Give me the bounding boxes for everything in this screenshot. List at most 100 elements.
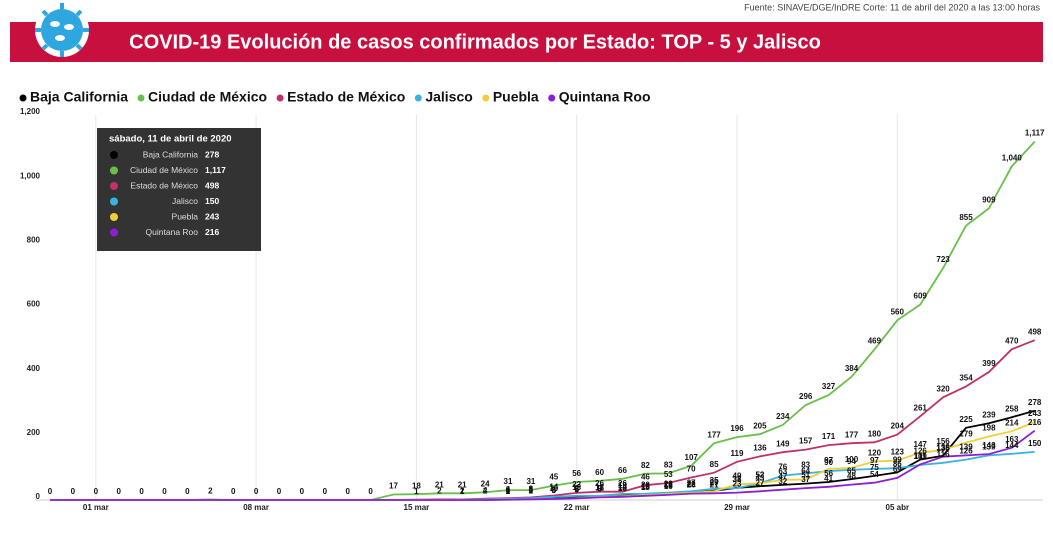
legend-label: Quintana Roo <box>559 89 651 105</box>
data-label: 214 <box>1005 418 1019 427</box>
data-label: 384 <box>845 364 859 373</box>
data-label: 20 <box>641 481 650 490</box>
data-label: 0 <box>162 487 167 496</box>
data-label: 12 <box>618 483 627 492</box>
data-label: 1 <box>414 487 419 496</box>
data-label: 21 <box>458 480 467 489</box>
data-label: 1 <box>460 487 465 496</box>
y-tick-label: 1,000 <box>20 171 41 180</box>
legend-marker <box>137 94 145 102</box>
y-tick-label: 600 <box>27 300 41 309</box>
virus-icon <box>35 3 89 57</box>
data-label: 27 <box>687 478 696 487</box>
data-label: 8 <box>597 485 602 494</box>
tooltip-marker <box>110 228 118 237</box>
series-line <box>50 339 1036 501</box>
data-label: 31 <box>526 477 535 486</box>
data-label: 177 <box>845 430 859 439</box>
data-label: 0 <box>139 487 144 496</box>
data-label: 2 <box>506 486 511 495</box>
data-label: 3 <box>529 486 534 495</box>
data-label: 0 <box>368 487 373 496</box>
data-label: 138 <box>936 443 950 452</box>
legend-marker <box>414 94 422 102</box>
data-label: 47 <box>778 472 787 481</box>
tooltip-name: Ciudad de México <box>130 165 198 175</box>
data-label: 163 <box>1005 435 1019 444</box>
data-label: 198 <box>982 424 996 433</box>
data-label: 14 <box>549 483 558 492</box>
tooltip-name: Estado de México <box>130 180 198 190</box>
data-label: 9 <box>597 484 602 493</box>
legend-label: Jalisco <box>425 89 472 105</box>
legend-marker <box>276 94 284 102</box>
data-label: 48 <box>847 472 856 481</box>
data-label: 82 <box>641 461 650 470</box>
data-label: 0 <box>300 487 305 496</box>
x-tick-label: 01 mar <box>83 503 109 512</box>
data-label: 139 <box>982 443 996 452</box>
data-label: 22 <box>687 480 696 489</box>
y-tick-label: 200 <box>27 428 41 437</box>
tooltip-marker <box>110 166 118 175</box>
data-label: 35 <box>710 476 719 485</box>
data-label: 56 <box>824 469 833 478</box>
data-label: 109 <box>914 452 928 461</box>
data-label: 22 <box>572 480 581 489</box>
tooltip-value: 150 <box>205 196 219 206</box>
data-label: 75 <box>870 463 879 472</box>
data-label: 29 <box>710 478 719 487</box>
data-label: 0 <box>277 487 282 496</box>
tooltip-name: Puebla <box>172 211 199 221</box>
data-label: 60 <box>595 468 604 477</box>
data-label: 1 <box>506 487 511 496</box>
data-label: 399 <box>982 359 996 368</box>
tooltip-title: sábado, 11 de abril de 2020 <box>109 134 232 145</box>
series-line <box>50 451 1035 501</box>
legend-label: Estado de México <box>287 89 405 105</box>
data-label: 13 <box>641 483 650 492</box>
legend-marker <box>19 94 27 102</box>
data-label: 46 <box>641 472 650 481</box>
y-tick-label: 800 <box>27 235 41 244</box>
data-label: 97 <box>870 456 879 465</box>
data-label: 320 <box>936 384 950 393</box>
x-tick-label: 15 mar <box>404 503 430 512</box>
data-label: 5 <box>574 486 579 495</box>
tooltip-name: Jalisco <box>172 196 198 206</box>
data-label: 5 <box>552 486 557 495</box>
data-label: 37 <box>801 475 810 484</box>
data-label: 56 <box>572 469 581 478</box>
data-label: 19 <box>618 481 627 490</box>
data-label: 19 <box>664 481 673 490</box>
data-label: 609 <box>914 292 928 301</box>
data-label: 107 <box>685 453 699 462</box>
data-label: 16 <box>641 482 650 491</box>
data-label: 99 <box>893 455 902 464</box>
data-label: 70 <box>687 465 696 474</box>
data-label: 180 <box>868 429 882 438</box>
data-label: 64 <box>801 467 810 476</box>
source: Fuente: SINAVE/DGE/InDRE Corte: 11 de ab… <box>744 2 1040 12</box>
data-label: 234 <box>776 412 790 421</box>
data-label: 120 <box>868 449 882 458</box>
data-label: 66 <box>618 466 627 475</box>
data-label: 258 <box>1005 404 1019 413</box>
data-label: 85 <box>710 460 719 469</box>
data-label: 354 <box>959 374 973 383</box>
data-label: 327 <box>822 382 836 391</box>
data-label: 6 <box>574 485 579 494</box>
data-label: 43 <box>755 473 764 482</box>
legend-label: Baja California <box>30 89 128 105</box>
series-line <box>50 409 1035 501</box>
data-label: 4 <box>483 486 488 495</box>
data-label: 0 <box>116 487 121 496</box>
data-label: 0 <box>94 487 99 496</box>
data-label: 0 <box>323 487 328 496</box>
data-label: 469 <box>868 337 882 346</box>
data-label: 135 <box>936 444 950 453</box>
data-label: 156 <box>936 437 950 446</box>
tooltip-name: Baja California <box>143 149 199 159</box>
data-label: 723 <box>936 255 950 264</box>
